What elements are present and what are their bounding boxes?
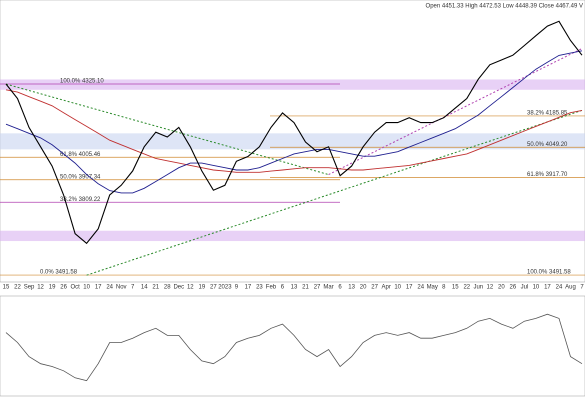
fib-label: 61.8% 3917.70 bbox=[527, 172, 568, 178]
fib-label: 0.0% 3491.58 bbox=[40, 270, 78, 276]
fib-label: 61.8% 4005.46 bbox=[60, 152, 101, 158]
trendline bbox=[86, 109, 583, 276]
fib-label: 38.2% 3809.22 bbox=[60, 197, 101, 203]
x-tick-label: 28 bbox=[164, 285, 171, 291]
x-tick-label: 13 bbox=[291, 285, 298, 291]
zone-band bbox=[0, 133, 585, 150]
x-tick-label: 20 bbox=[360, 285, 367, 291]
x-tick-label: 10 bbox=[394, 285, 401, 291]
price-line bbox=[5, 89, 583, 173]
x-tick-label: 22 bbox=[14, 285, 21, 291]
zone-band bbox=[0, 230, 585, 242]
x-tick-label: 15 bbox=[3, 285, 10, 291]
x-tick-label: 19 bbox=[198, 285, 205, 291]
x-tick-label: Oct bbox=[70, 285, 80, 291]
fib-label: 50.0% 3907.34 bbox=[60, 174, 101, 180]
x-tick-label: 15 bbox=[452, 285, 459, 291]
x-tick-label: 27 bbox=[314, 285, 321, 291]
x-tick-label: Jul bbox=[521, 285, 529, 291]
x-tick-label: 21 bbox=[152, 285, 159, 291]
x-tick-label: 26 bbox=[510, 285, 517, 291]
x-tick-label: 19 bbox=[49, 285, 56, 291]
x-tick-label: 27 bbox=[371, 285, 378, 291]
x-tick-label: 22 bbox=[463, 285, 470, 291]
price-line bbox=[5, 20, 583, 245]
x-tick-label: 6 bbox=[338, 285, 342, 291]
x-tick-label: 10 bbox=[83, 285, 90, 291]
x-tick-label: 17 bbox=[406, 285, 413, 291]
trendline bbox=[328, 48, 583, 176]
x-tick-label: Nov bbox=[116, 285, 127, 291]
x-tick-label: 7 bbox=[131, 285, 135, 291]
price-line bbox=[5, 50, 583, 194]
x-tick-label: 23 bbox=[256, 285, 263, 291]
x-tick-label: 8 bbox=[442, 285, 446, 291]
x-tick-label: 24 bbox=[556, 285, 563, 291]
x-tick-label: 26 bbox=[60, 285, 67, 291]
x-tick-label: 12 bbox=[187, 285, 194, 291]
fib-label: 50.0% 4049.20 bbox=[527, 142, 568, 148]
x-tick-label: 17 bbox=[95, 285, 102, 291]
x-tick-label: 17 bbox=[245, 285, 252, 291]
x-tick-label: 2023 bbox=[218, 285, 232, 291]
x-tick-label: Sep bbox=[24, 285, 35, 291]
x-tick-label: Mar bbox=[323, 285, 333, 291]
x-tick-label: 7 bbox=[580, 285, 584, 291]
ohlc-header: Open 4451.33 High 4472.53 Low 4448.39 Cl… bbox=[426, 4, 583, 10]
x-tick-label: 12 bbox=[37, 285, 44, 291]
x-tick-label: Feb bbox=[266, 285, 277, 291]
x-tick-label: May bbox=[427, 285, 438, 291]
x-tick-label: 9 bbox=[235, 285, 239, 291]
x-tick-label: Apr bbox=[381, 285, 390, 291]
zone-band bbox=[0, 79, 585, 90]
x-tick-label: 10 bbox=[533, 285, 540, 291]
x-tick-label: 27 bbox=[210, 285, 217, 291]
fib-label: 100.0% 4325.10 bbox=[60, 79, 104, 85]
fib-label: 38.2% 4185.85 bbox=[527, 111, 568, 117]
x-tick-label: Jun bbox=[473, 285, 483, 291]
x-tick-label: 24 bbox=[106, 285, 113, 291]
fib-label: 100.0% 3491.58 bbox=[527, 270, 571, 276]
x-tick-label: Aug bbox=[565, 285, 576, 291]
rsi-line bbox=[5, 313, 583, 382]
x-tick-label: 13 bbox=[348, 285, 355, 291]
x-tick-label: Dec bbox=[173, 285, 184, 291]
x-tick-label: 12 bbox=[486, 285, 493, 291]
x-tick-label: 21 bbox=[302, 285, 309, 291]
x-tick-label: 14 bbox=[141, 285, 148, 291]
x-tick-label: 24 bbox=[417, 285, 424, 291]
x-tick-label: 20 bbox=[498, 285, 505, 291]
x-tick-label: 6 bbox=[281, 285, 285, 291]
rsi-panel bbox=[0, 295, 585, 397]
x-tick-label: 17 bbox=[544, 285, 551, 291]
